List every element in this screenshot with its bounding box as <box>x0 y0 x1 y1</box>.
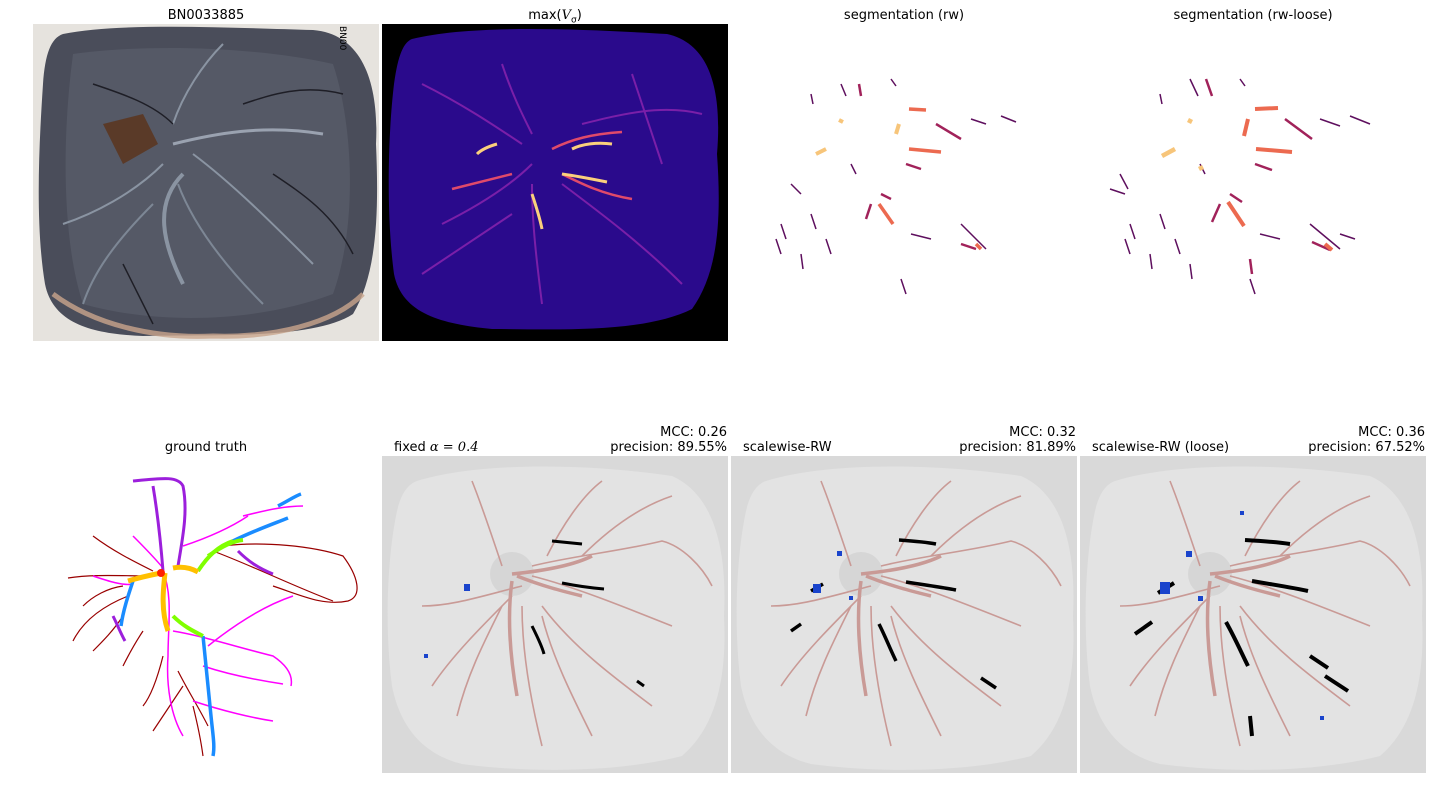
metrics-scalewise-loose: MCC: 0.36 precision: 67.52% <box>1308 425 1425 455</box>
false-positive-2 <box>424 654 428 658</box>
placenta-photo: BN00 <box>33 24 379 341</box>
label-alpha: α = 0.4 <box>429 440 479 455</box>
metrics-scalewise: MCC: 0.32 precision: 81.89% <box>959 425 1076 455</box>
panel-label-fixed: fixed α = 0.4 <box>394 440 479 455</box>
overlay-disc <box>387 466 725 770</box>
false-positive-3 <box>1198 596 1203 601</box>
precision-scalewise: precision: 81.89% <box>959 440 1076 455</box>
metrics-fixed: MCC: 0.26 precision: 89.55% <box>610 425 727 455</box>
ground-truth-tree <box>33 456 379 773</box>
panel-label-scalewise-loose: scalewise-RW (loose) <box>1092 440 1230 455</box>
panel-title-photo: BN0033885 <box>167 8 245 23</box>
mcc-fixed: MCC: 0.26 <box>660 425 727 440</box>
label-prefix: fixed <box>394 440 430 455</box>
precision-scalewise-loose: precision: 67.52% <box>1308 440 1425 455</box>
precision-fixed: precision: 89.55% <box>610 440 727 455</box>
vesselness-tissue <box>388 29 719 330</box>
segmentation-rw <box>731 24 1077 341</box>
panel-label-scalewise: scalewise-RW <box>743 440 832 455</box>
false-positive-1 <box>813 584 821 593</box>
panel-title-vesselness: max(Vσ) <box>382 8 728 26</box>
panel-title-ground-truth: ground truth <box>164 440 248 455</box>
title-suffix: ) <box>576 8 582 23</box>
panel-title-seg-rw-loose: segmentation (rw-loose) <box>1173 8 1333 23</box>
mcc-scalewise-loose: MCC: 0.36 <box>1358 425 1425 440</box>
side-label: BN00 <box>337 26 347 51</box>
title-prefix: max( <box>528 8 562 23</box>
title-sub: σ <box>571 15 577 26</box>
title-var: V <box>561 8 571 23</box>
panel-title-seg-rw: segmentation (rw) <box>843 8 965 23</box>
false-positive-1 <box>464 584 470 591</box>
false-positive-2 <box>1186 551 1192 557</box>
segmentation-rw-loose <box>1080 24 1426 341</box>
false-positive-5 <box>1320 716 1324 720</box>
false-positive-2 <box>837 551 842 556</box>
cord-insertion <box>157 569 165 577</box>
overlay-fixed <box>382 456 728 773</box>
false-positive-4 <box>1240 511 1244 515</box>
overlay-scalewise <box>731 456 1077 773</box>
false-positive-1 <box>1160 582 1170 594</box>
mcc-scalewise: MCC: 0.32 <box>1009 425 1076 440</box>
false-positive-3 <box>849 596 853 600</box>
vesselness-map <box>382 24 728 341</box>
overlay-scalewise-loose <box>1080 456 1426 773</box>
